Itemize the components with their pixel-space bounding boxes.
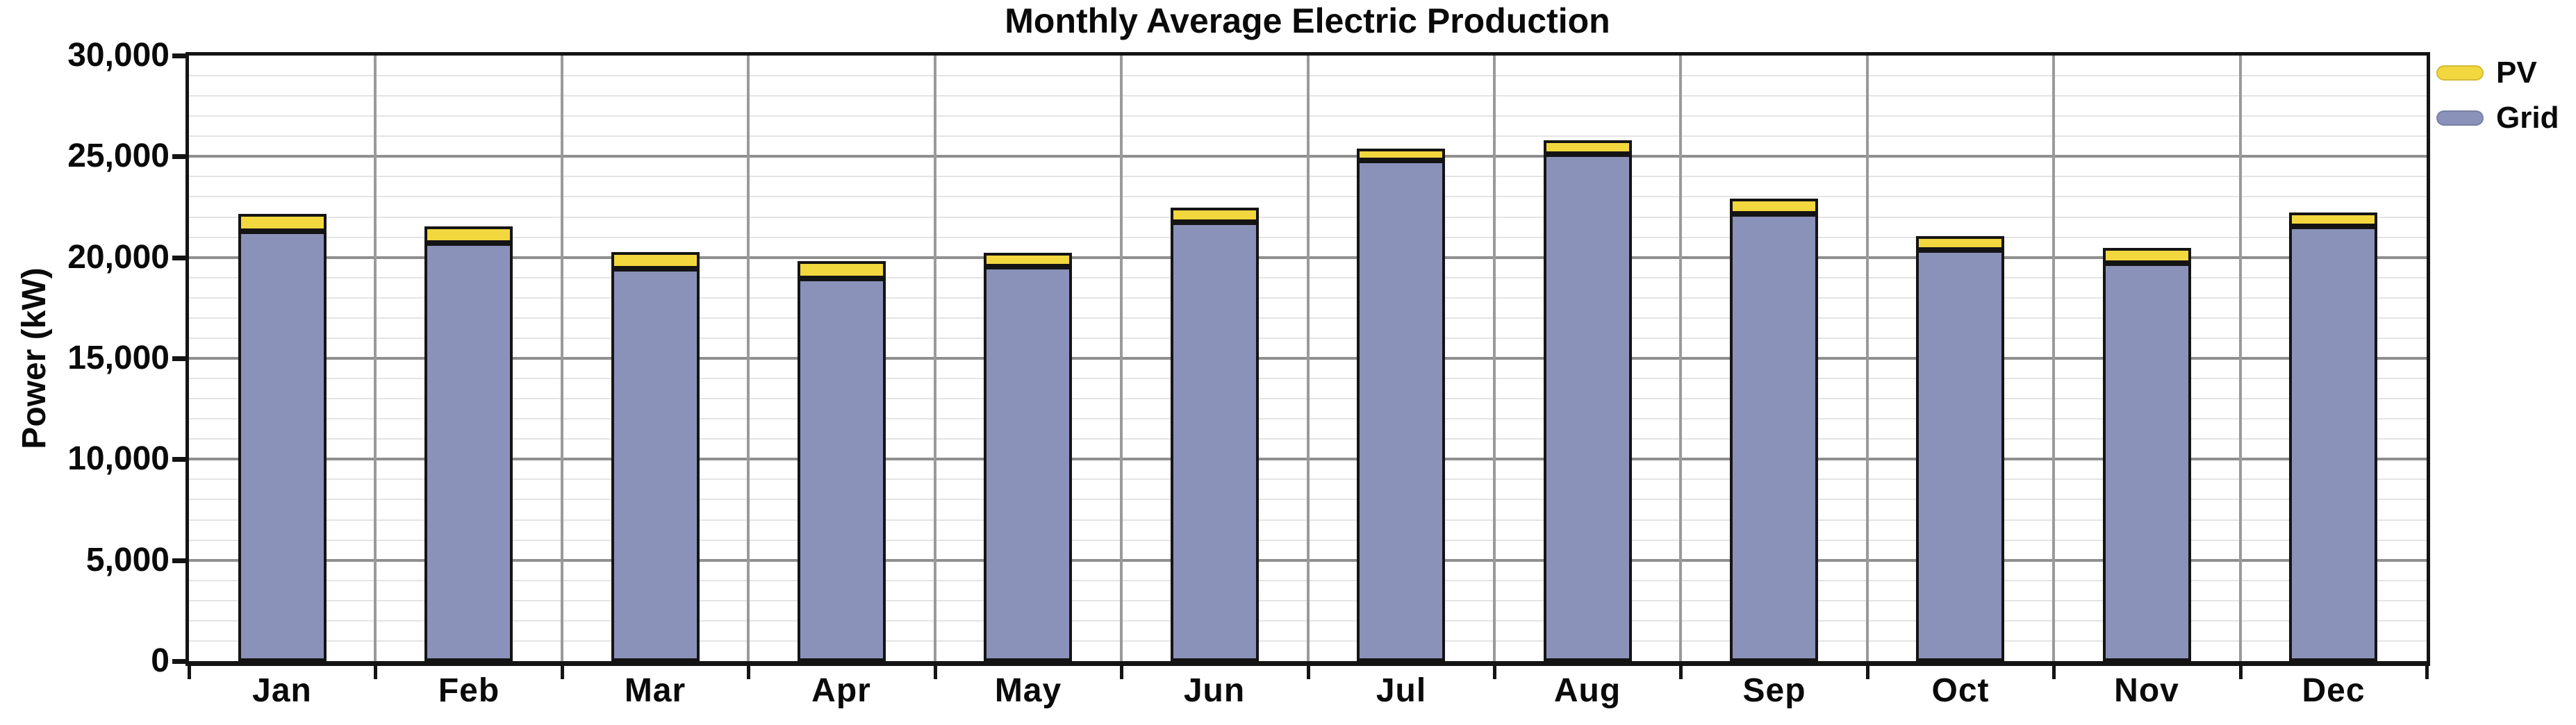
legend-label-grid: Grid xyxy=(2496,100,2559,135)
month-label: Sep xyxy=(1742,672,1806,709)
month-label: Jun xyxy=(1183,672,1246,709)
bar-nov xyxy=(2103,248,2191,661)
bar-segment-pv xyxy=(1357,149,1445,160)
bar-segment-pv xyxy=(984,253,1072,267)
y-tick xyxy=(172,558,189,563)
bar-oct xyxy=(1916,236,2004,661)
x-tick xyxy=(934,661,937,679)
bar-segment-pv xyxy=(1171,208,1259,222)
bar-segment-pv xyxy=(2103,248,2191,263)
month-label: Oct xyxy=(1931,672,1990,709)
bar-segment-pv xyxy=(798,261,886,278)
bar-sep xyxy=(1730,199,1818,661)
y-tick-label: 30,000 xyxy=(67,37,170,74)
bar-segment-grid xyxy=(1730,214,1818,661)
x-tick xyxy=(1120,661,1123,679)
bar-segment-grid xyxy=(611,269,700,661)
x-tick xyxy=(2052,661,2056,679)
y-tick xyxy=(172,356,189,361)
bar-segment-pv xyxy=(1544,140,1632,154)
bar-segment-grid xyxy=(984,267,1072,661)
x-tick xyxy=(2239,661,2243,679)
x-tick xyxy=(561,661,564,679)
bar-segment-pv xyxy=(1916,236,2004,250)
legend-label-pv: PV xyxy=(2496,55,2537,90)
category-divider xyxy=(1306,56,1310,661)
bar-mar xyxy=(611,252,700,661)
category-divider xyxy=(2052,56,2056,661)
bar-feb xyxy=(424,226,513,661)
legend-item-pv: PV xyxy=(2436,50,2575,95)
pv-swatch-icon xyxy=(2436,65,2484,81)
bar-segment-grid xyxy=(1171,222,1259,661)
bar-jun xyxy=(1171,208,1259,661)
month-label: Mar xyxy=(624,672,686,709)
y-tick-label: 10,000 xyxy=(67,440,170,477)
bar-segment-pv xyxy=(238,214,327,231)
y-tick-label: 15,000 xyxy=(67,340,170,376)
x-tick xyxy=(374,661,377,679)
x-tick xyxy=(1307,661,1310,679)
x-tick xyxy=(2425,661,2429,679)
y-tick xyxy=(172,53,189,58)
bar-segment-pv xyxy=(611,252,700,269)
y-tick xyxy=(172,457,189,462)
month-label: Apr xyxy=(811,672,871,709)
bar-segment-grid xyxy=(424,243,513,661)
month-label: Aug xyxy=(1553,672,1621,709)
bar-segment-grid xyxy=(798,278,886,661)
month-label: Nov xyxy=(2114,672,2179,709)
bar-segment-grid xyxy=(2103,263,2191,661)
legend: PV Grid xyxy=(2436,50,2575,140)
category-divider xyxy=(374,56,377,661)
bar-segment-pv xyxy=(1730,199,1818,214)
y-tick xyxy=(172,256,189,260)
x-tick xyxy=(188,661,191,679)
legend-item-grid: Grid xyxy=(2436,95,2575,140)
y-tick xyxy=(172,154,189,159)
category-divider xyxy=(933,56,936,661)
x-tick xyxy=(1493,661,1496,679)
bar-segment-grid xyxy=(1916,250,2004,661)
month-label: Jan xyxy=(252,672,312,709)
bar-segment-grid xyxy=(1544,154,1632,661)
grid-swatch-icon xyxy=(2436,110,2484,126)
x-tick xyxy=(1679,661,1683,679)
bar-aug xyxy=(1544,140,1632,661)
month-label: Jul xyxy=(1376,672,1427,709)
plot-area xyxy=(185,52,2430,666)
category-divider xyxy=(1865,56,1869,661)
bar-segment-grid xyxy=(2289,226,2377,661)
y-tick-label: 0 xyxy=(151,642,170,679)
chart-title: Monthly Average Electric Production xyxy=(1005,1,1610,40)
category-divider xyxy=(2238,56,2242,661)
y-tick xyxy=(172,659,189,664)
x-tick xyxy=(747,661,750,679)
category-divider xyxy=(1679,56,1683,661)
bar-segment-grid xyxy=(1357,160,1445,661)
month-label: Dec xyxy=(2302,672,2366,709)
bar-segment-pv xyxy=(424,226,513,243)
month-label: May xyxy=(994,672,1062,709)
bar-dec xyxy=(2289,212,2377,661)
y-tick-label: 25,000 xyxy=(67,138,170,174)
x-tick xyxy=(1866,661,1869,679)
bar-segment-grid xyxy=(238,231,327,661)
bar-jul xyxy=(1357,149,1445,661)
category-divider xyxy=(1492,56,1496,661)
bar-may xyxy=(984,253,1072,661)
bar-apr xyxy=(798,261,886,661)
category-divider xyxy=(1120,56,1123,661)
y-tick-label: 5,000 xyxy=(85,542,170,578)
category-divider xyxy=(560,56,563,661)
bar-jan xyxy=(238,214,327,661)
month-label: Feb xyxy=(438,672,500,709)
y-tick-label: 20,000 xyxy=(67,239,170,276)
bar-segment-pv xyxy=(2289,212,2377,226)
category-divider xyxy=(747,56,750,661)
